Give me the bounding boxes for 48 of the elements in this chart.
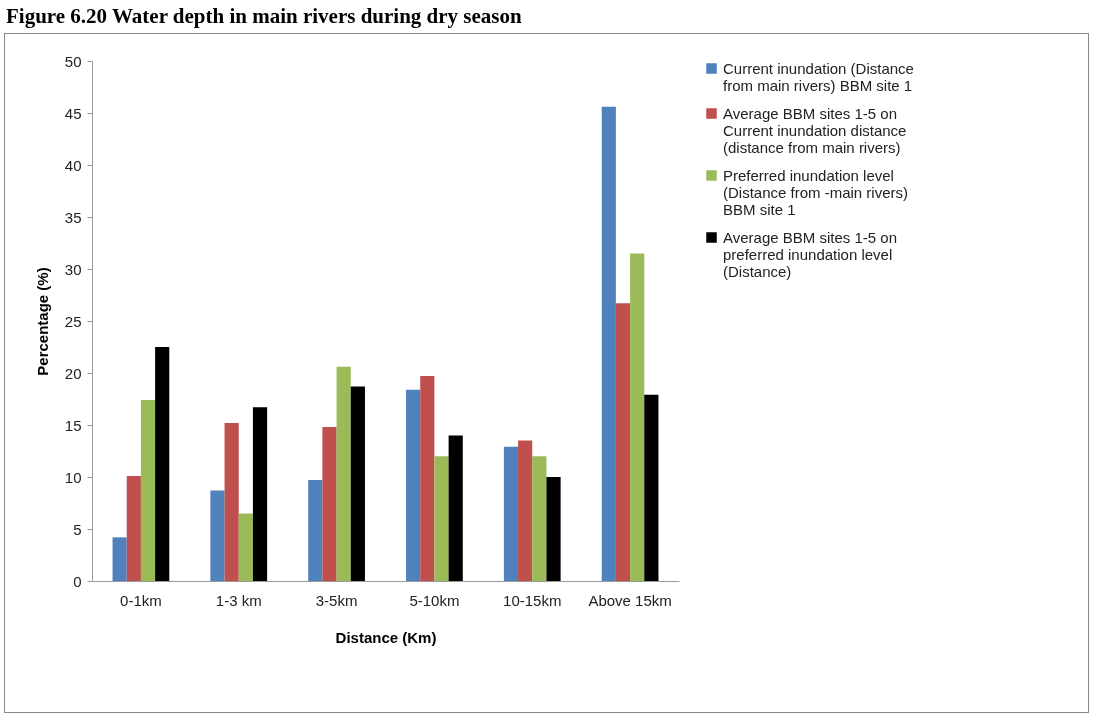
- bar: [350, 386, 365, 581]
- y-tick-label: 20: [64, 364, 82, 382]
- y-tick-label: 25: [64, 312, 82, 330]
- legend-label: Average BBM sites 1-5 on preferred inundation level (Distance): [723, 228, 897, 280]
- x-tick-label: 1-3 km: [215, 591, 262, 609]
- bar: [601, 106, 616, 581]
- x-tick-label: Above 15km: [588, 591, 672, 609]
- bar: [140, 400, 156, 581]
- bar: [224, 422, 239, 581]
- bar: [630, 253, 645, 581]
- bar: [448, 435, 463, 581]
- bar: [434, 456, 449, 581]
- x-tick-label: 0-1km: [120, 591, 162, 609]
- bar: [155, 347, 170, 581]
- bar: [546, 477, 561, 581]
- bar: [238, 513, 253, 581]
- x-tick-label: 5-10km: [409, 591, 460, 609]
- bar: [406, 389, 421, 581]
- bar: [252, 407, 268, 581]
- y-tick-label: 40: [64, 156, 82, 174]
- legend-label: Preferred inundation level (Distance from -main rivers) BBM site 1: [723, 166, 909, 218]
- y-tick-label: 15: [64, 416, 82, 434]
- bar: [532, 456, 547, 581]
- y-tick-label: 45: [64, 104, 82, 122]
- y-tick-label: 30: [64, 260, 82, 278]
- x-tick-label: 3-5km: [315, 591, 358, 609]
- bar: [615, 303, 631, 581]
- bar: [210, 490, 225, 581]
- bar: [336, 366, 351, 581]
- bar: [126, 475, 141, 581]
- y-tick-label: 0: [73, 572, 82, 590]
- bar: [112, 537, 127, 581]
- y-tick-label: 50: [64, 52, 82, 70]
- x-tick-label: 10-15km: [503, 591, 562, 609]
- y-tick-label: 5: [73, 520, 82, 538]
- legend-label: Average BBM sites 1-5 on Current inundation distance (distance from main rivers): [723, 104, 907, 156]
- chart-title: Figure 6.20 Water depth in main rivers during dry season: [5, 3, 523, 30]
- y-tick-label: 35: [64, 208, 82, 226]
- bar: [518, 440, 533, 581]
- bar: [308, 480, 323, 581]
- bar: [322, 427, 337, 581]
- y-axis-title: Percentage (%): [33, 267, 51, 376]
- legend-label: Current inundation (Distance from main rivers) BBM site 1: [723, 59, 914, 94]
- x-axis-title: Distance (Km): [335, 628, 437, 646]
- bar: [644, 394, 659, 581]
- bar: [420, 376, 435, 581]
- y-tick-label: 10: [64, 468, 82, 486]
- bar: [503, 446, 519, 581]
